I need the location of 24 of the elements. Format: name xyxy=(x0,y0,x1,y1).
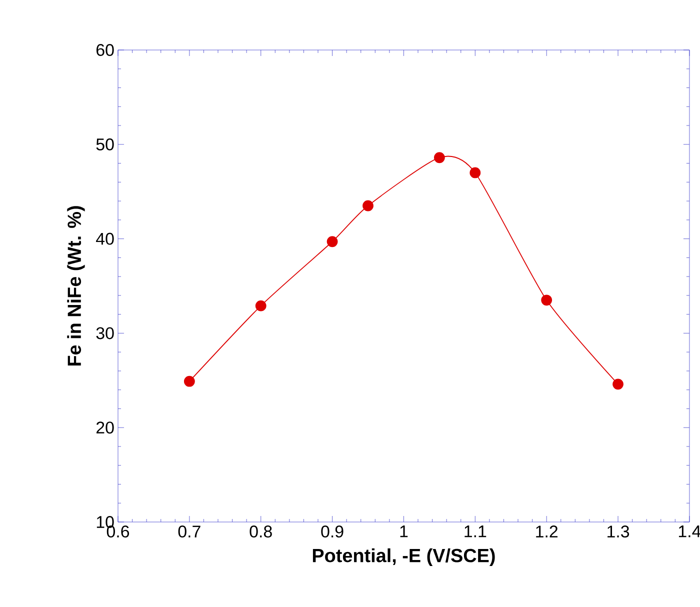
x-tick-label: 1.3 xyxy=(608,526,630,538)
point xyxy=(470,167,481,178)
y-tick-label: 10 xyxy=(96,516,114,528)
x-tick-label: 1 xyxy=(400,526,408,538)
point xyxy=(326,236,338,248)
point xyxy=(434,152,445,164)
x-tick-label: 0.6 xyxy=(106,526,130,538)
y-tick-label: 50 xyxy=(96,138,114,150)
x-axis-title: Potential, -E (V/SCE) xyxy=(312,548,495,566)
x-tick-label: 1.2 xyxy=(536,526,558,538)
point xyxy=(184,376,195,387)
y-tick-label: 40 xyxy=(96,232,114,245)
y-tick-label: 20 xyxy=(96,422,114,434)
point xyxy=(362,200,374,212)
x-tick-label: 0.7 xyxy=(178,526,200,538)
y-tick-label: 60 xyxy=(96,44,114,56)
point xyxy=(541,294,552,306)
point xyxy=(255,300,266,312)
y-axis-title: Fe in NiFe (Wt. %) xyxy=(67,206,85,366)
point xyxy=(612,378,624,390)
x-tick-label: 1.1 xyxy=(464,526,486,538)
x-tick-label: 0.8 xyxy=(250,526,272,538)
y-tick-label: 30 xyxy=(96,327,114,340)
x-tick-label: 0.9 xyxy=(321,526,344,538)
